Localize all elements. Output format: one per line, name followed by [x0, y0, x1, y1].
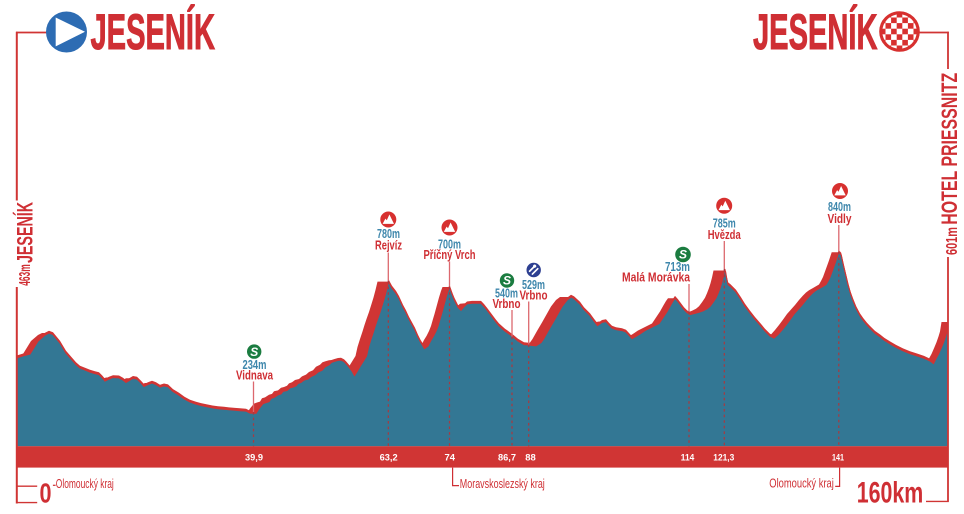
- svg-text:JESENÍK: JESENÍK: [753, 3, 878, 60]
- svg-text:114: 114: [681, 453, 695, 464]
- svg-text:39,9: 39,9: [245, 453, 263, 464]
- svg-text:Příčný Vrch: Příčný Vrch: [424, 247, 476, 262]
- svg-text:700m: 700m: [438, 238, 461, 252]
- svg-text:86,7: 86,7: [498, 453, 516, 464]
- svg-text:141: 141: [832, 453, 845, 464]
- svg-text:Olomoucký kraj: Olomoucký kraj: [56, 476, 114, 491]
- svg-text:121,3: 121,3: [713, 453, 734, 464]
- svg-text:780m: 780m: [377, 227, 400, 241]
- svg-text:JESENÍK: JESENÍK: [13, 202, 38, 263]
- svg-text:Malá Morávka: Malá Morávka: [622, 270, 691, 285]
- svg-text:S: S: [679, 248, 687, 262]
- svg-text:88: 88: [525, 453, 536, 464]
- svg-text:S: S: [250, 345, 258, 359]
- svg-text:529m: 529m: [522, 278, 545, 292]
- svg-text:463m: 463m: [17, 264, 34, 286]
- svg-text:540m: 540m: [495, 287, 518, 301]
- svg-text:HOTEL PRIESSNITZ: HOTEL PRIESSNITZ: [937, 73, 962, 225]
- svg-text:Vrbno: Vrbno: [520, 288, 548, 303]
- svg-text:Moravskoslezský kraj: Moravskoslezský kraj: [460, 476, 545, 491]
- svg-text:74: 74: [445, 453, 456, 464]
- svg-text:785m: 785m: [713, 217, 736, 231]
- svg-text:Vrbno: Vrbno: [493, 296, 521, 311]
- svg-text:Rejvíz: Rejvíz: [375, 238, 402, 253]
- svg-text:S: S: [503, 274, 511, 288]
- svg-text:JESENÍK: JESENÍK: [91, 3, 216, 60]
- svg-text:Vidly: Vidly: [828, 211, 853, 226]
- svg-text:Olomoucký kraj: Olomoucký kraj: [769, 476, 834, 491]
- svg-text:Hvězda: Hvězda: [708, 227, 742, 242]
- svg-text:713m: 713m: [665, 260, 690, 274]
- svg-text:160km: 160km: [857, 476, 924, 509]
- svg-text:234m: 234m: [243, 358, 267, 372]
- svg-text:Vidnava: Vidnava: [236, 368, 274, 383]
- svg-text:840m: 840m: [828, 200, 851, 214]
- svg-text:63,2: 63,2: [380, 453, 398, 464]
- svg-text:601m: 601m: [944, 227, 961, 255]
- svg-text:0: 0: [40, 477, 52, 508]
